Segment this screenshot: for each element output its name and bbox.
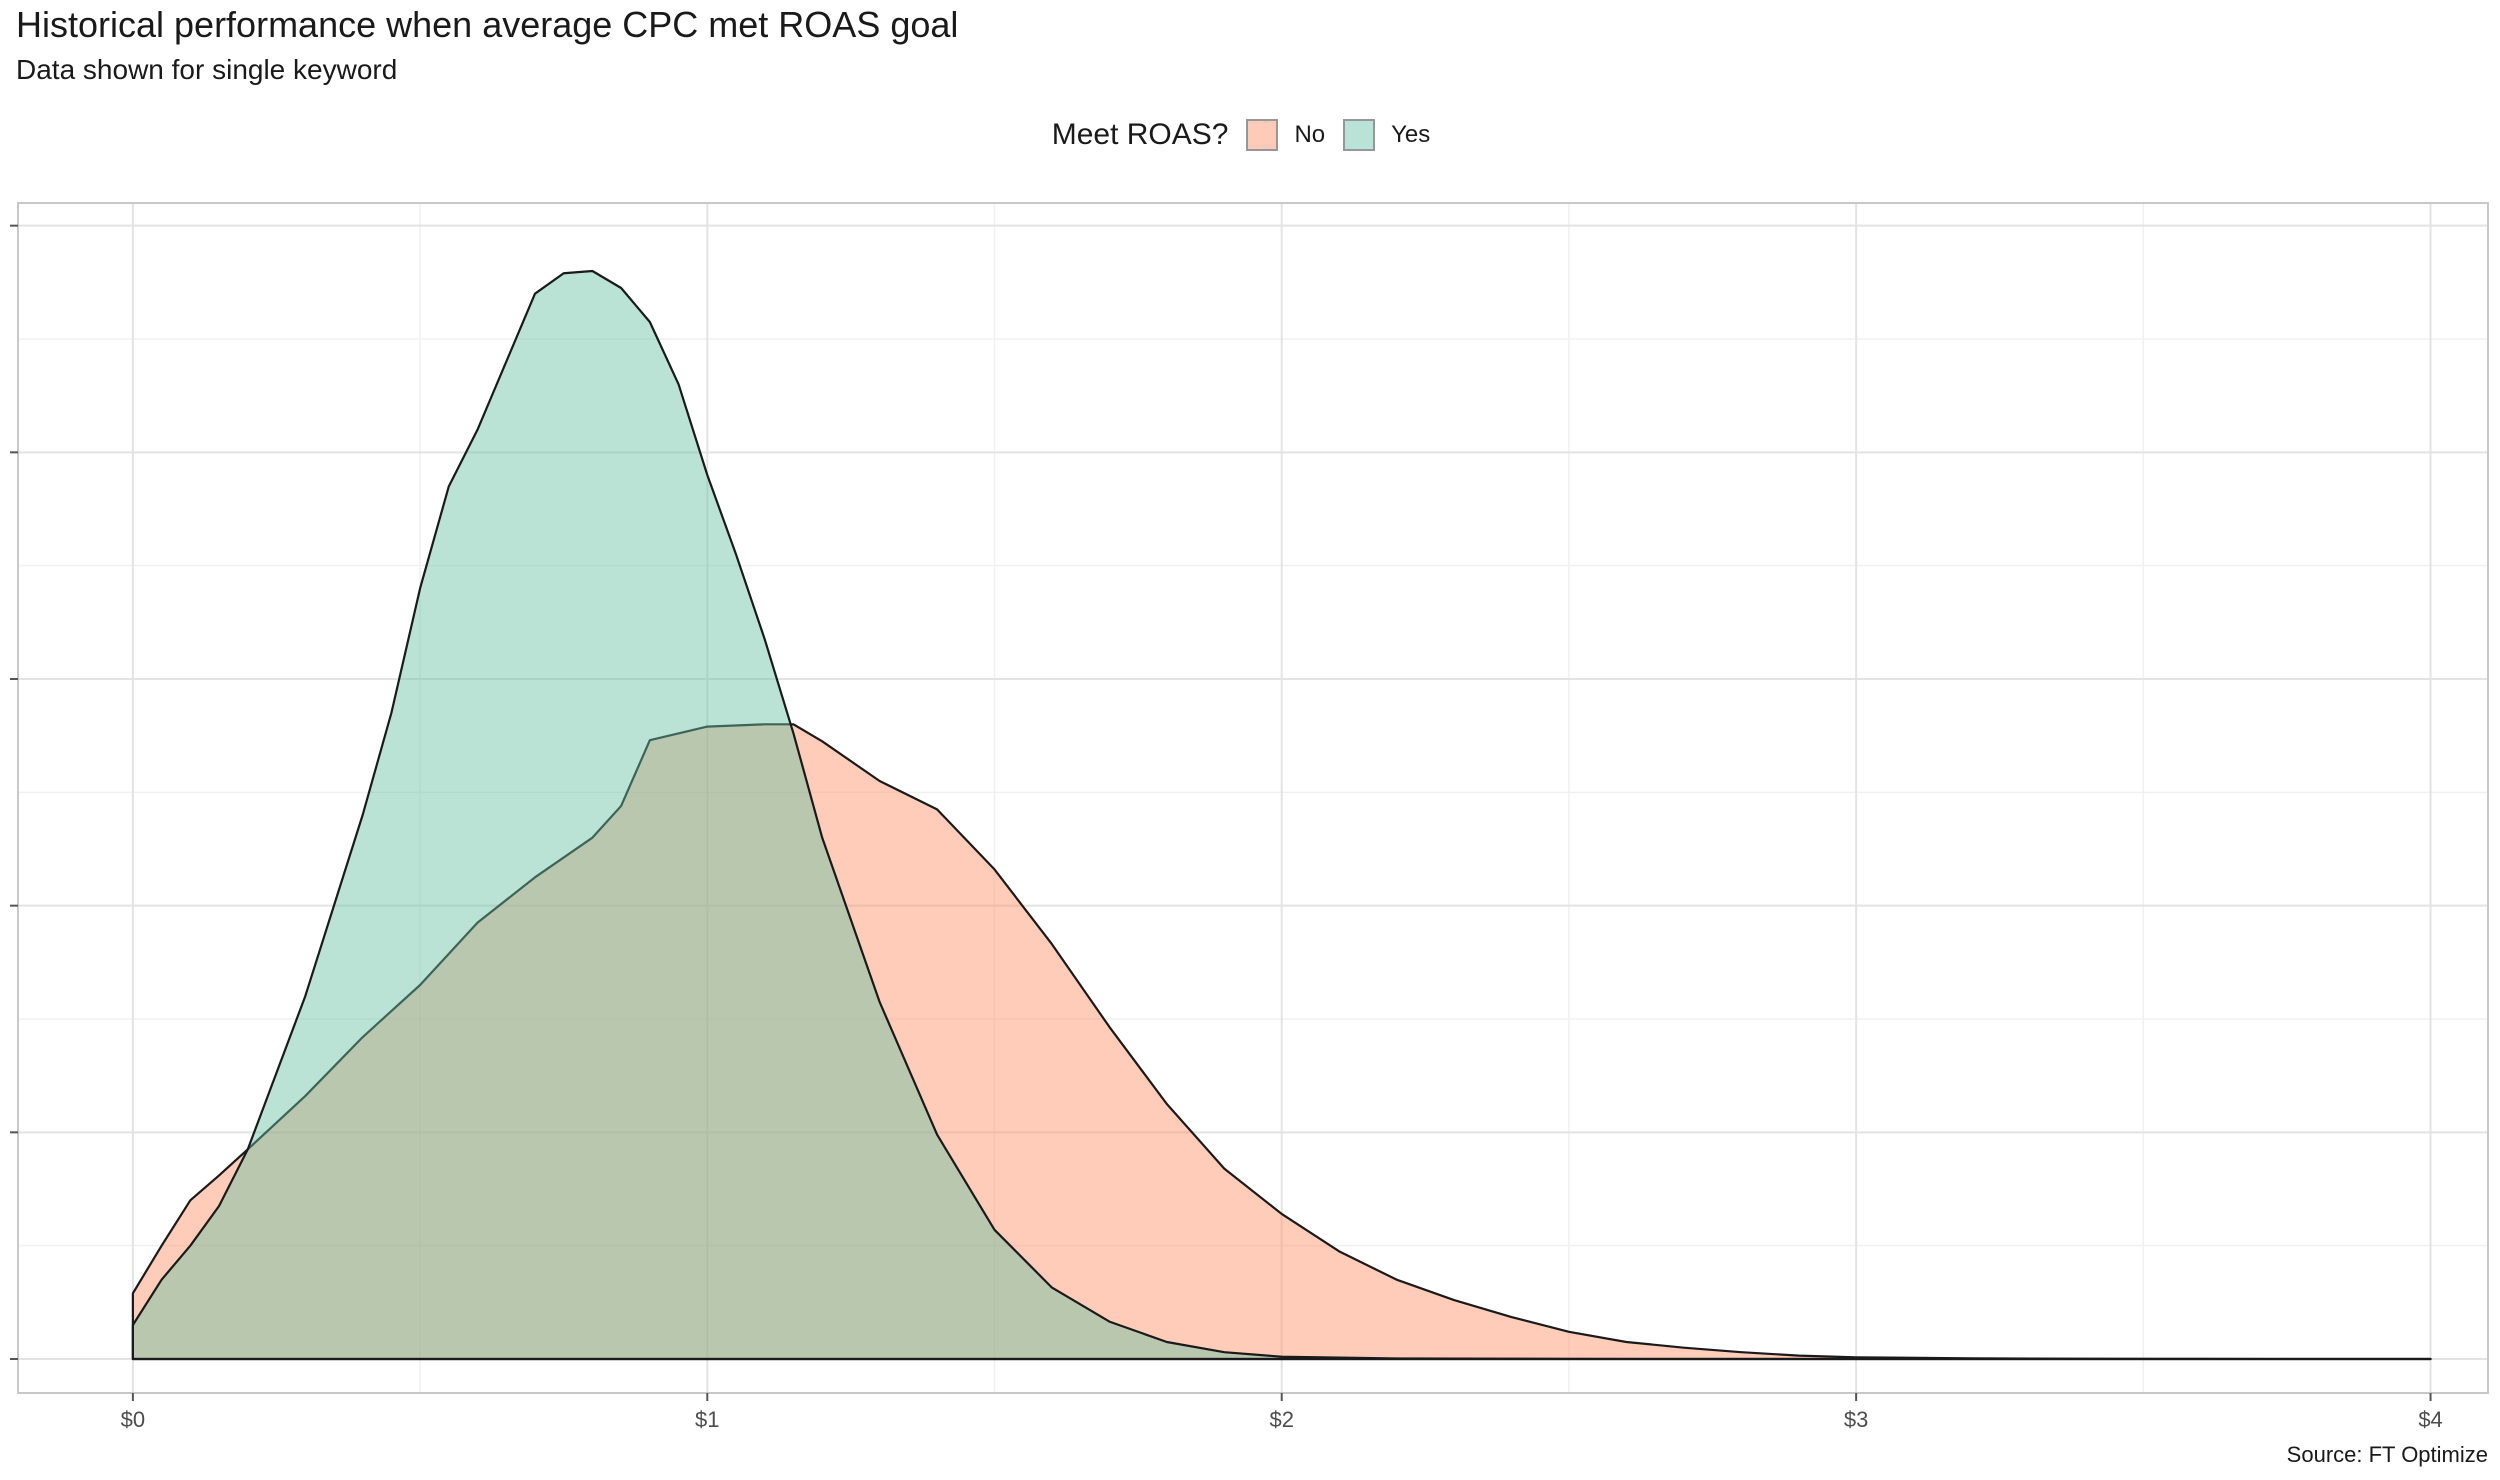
- density-area-no: [131, 723, 2432, 1361]
- legend-key-no: [1246, 119, 1279, 151]
- legend-item-no: No: [1246, 119, 1325, 151]
- x-tick-label: $2: [1269, 1407, 1293, 1432]
- legend-label-no: No: [1294, 121, 1326, 148]
- chart-subtitle: Data shown for single keyword: [16, 54, 398, 85]
- legend-key-yes: [1343, 119, 1376, 151]
- legend-title: Meet ROAS?: [1051, 118, 1229, 151]
- chart-title: Historical performance when average CPC …: [16, 4, 959, 45]
- legend-item-yes: Yes: [1343, 119, 1430, 151]
- x-tick-label: $4: [2418, 1407, 2442, 1432]
- x-tick-label: $0: [121, 1407, 145, 1432]
- x-tick-label: $3: [1844, 1407, 1868, 1432]
- panel-border: [17, 202, 2489, 1394]
- x-tick-label: $1: [695, 1407, 719, 1432]
- legend: Meet ROAS? No Yes: [0, 118, 2500, 152]
- chart-caption: Source: FT Optimize: [2286, 1442, 2488, 1467]
- legend-label-yes: Yes: [1391, 121, 1431, 148]
- density-area-yes: [131, 269, 2432, 1361]
